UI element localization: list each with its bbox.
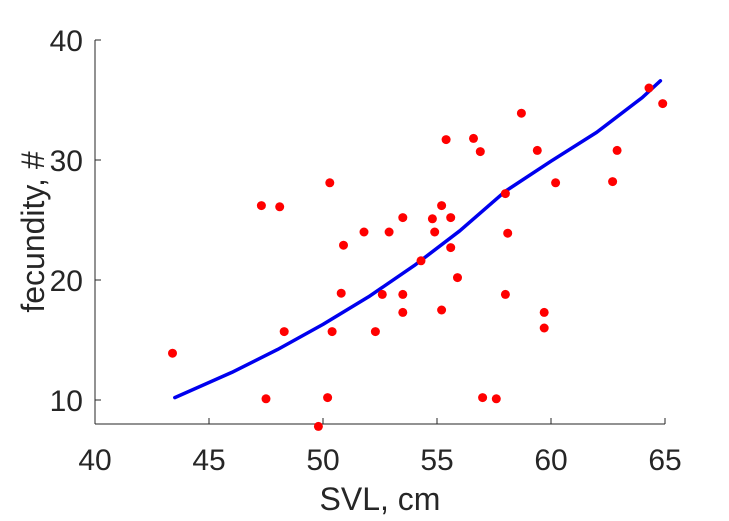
data-point — [478, 393, 488, 403]
points-layer — [168, 83, 668, 431]
data-point — [658, 99, 668, 109]
fit-curve — [173, 79, 663, 400]
data-point — [327, 327, 337, 337]
data-point — [359, 227, 369, 237]
data-point — [491, 394, 501, 404]
data-point — [261, 394, 271, 404]
x-tick-label: 55 — [420, 444, 453, 477]
data-point — [398, 307, 408, 317]
data-point — [446, 243, 456, 253]
data-point — [612, 145, 622, 155]
data-point — [532, 145, 542, 155]
y-tick-label: 30 — [50, 145, 83, 178]
data-point — [313, 421, 323, 431]
y-axis-label: fecundity, # — [15, 151, 51, 312]
data-point — [644, 83, 654, 93]
data-point — [377, 289, 387, 299]
data-point — [339, 240, 348, 250]
data-point — [453, 273, 462, 283]
data-point — [539, 323, 549, 333]
x-tick-label: 60 — [534, 444, 567, 477]
x-axis-label: SVL, cm — [320, 481, 441, 517]
y-ticks: 10 20 30 40 — [50, 25, 101, 418]
x-tick-label: 50 — [306, 444, 339, 477]
data-point — [437, 201, 447, 211]
y-tick-label: 40 — [50, 25, 83, 58]
fit-layer — [173, 79, 663, 400]
data-point — [516, 108, 526, 118]
data-point — [279, 327, 289, 337]
data-point — [551, 178, 561, 188]
data-point — [441, 135, 451, 145]
data-point — [336, 288, 346, 298]
data-point — [275, 202, 285, 212]
data-point — [430, 227, 440, 237]
x-ticks: 40 45 50 55 60 65 — [78, 418, 682, 477]
axes — [94, 40, 665, 425]
data-point — [398, 213, 408, 223]
data-point — [500, 189, 510, 199]
data-point — [370, 327, 380, 337]
x-tick-label: 45 — [192, 444, 225, 477]
data-point — [398, 289, 408, 299]
data-point — [384, 227, 394, 237]
y-tick-label: 10 — [50, 385, 83, 418]
data-point — [256, 201, 266, 211]
data-point — [427, 214, 437, 224]
data-point — [446, 213, 456, 223]
y-tick-label: 20 — [50, 265, 83, 298]
data-point — [168, 348, 177, 358]
data-point — [503, 228, 513, 238]
data-point — [323, 393, 333, 403]
data-point — [437, 305, 447, 315]
data-point — [325, 178, 335, 188]
data-point — [475, 147, 485, 157]
data-point — [469, 133, 478, 143]
data-point — [416, 256, 426, 266]
data-point — [608, 177, 618, 187]
x-tick-label: 40 — [78, 444, 111, 477]
data-point — [500, 289, 510, 299]
x-tick-label: 65 — [648, 444, 681, 477]
data-point — [539, 307, 549, 317]
